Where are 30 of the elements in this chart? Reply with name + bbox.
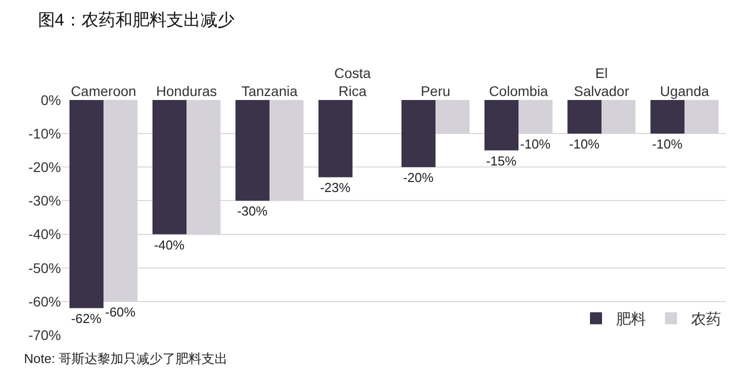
y-tick-label: 0% (40, 92, 61, 108)
x-tick-label: Uganda (660, 83, 710, 100)
data-label: -10% (569, 136, 600, 152)
data-label: -15% (486, 153, 517, 168)
x-tick-label: Tanzania (241, 83, 298, 100)
y-tick-label: -10% (28, 125, 61, 142)
chart-title: 图4：农药和肥料支出减少 (38, 10, 234, 30)
data-label: -20% (403, 170, 434, 186)
y-tick-label: -40% (28, 226, 61, 242)
y-tick-label: -60% (28, 293, 61, 310)
data-label: -10% (520, 136, 551, 152)
x-tick-label: Honduras (156, 83, 217, 100)
x-tick-label: Cameroon (70, 83, 136, 100)
legend-label: 农药 (691, 311, 721, 328)
x-tick-label: Colombia (488, 83, 548, 100)
y-tick-label: -30% (28, 192, 61, 209)
y-tick-label: -50% (28, 260, 61, 276)
data-label: -60% (105, 304, 136, 320)
x-tick-label: Peru (420, 83, 450, 100)
legend-label: 肥料 (616, 311, 646, 328)
data-label: -62% (71, 311, 102, 326)
x-tick-label: Costa Rica (334, 65, 371, 100)
data-label: -23% (320, 180, 351, 196)
text: Note: 哥斯达黎加只减少了肥料支出 (24, 351, 228, 366)
x-tick-label: El Salvador (574, 65, 630, 100)
y-tick-label: -70% (28, 326, 61, 343)
y-tick-label: -20% (28, 159, 61, 176)
data-label: -40% (154, 237, 185, 252)
data-label: -10% (652, 136, 683, 152)
data-label: -30% (237, 204, 268, 219)
